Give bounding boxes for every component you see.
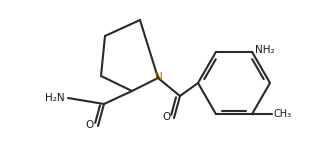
Text: NH₂: NH₂ <box>255 45 275 55</box>
Text: O: O <box>163 112 171 122</box>
Text: H₂N: H₂N <box>45 93 65 103</box>
Text: CH₃: CH₃ <box>274 109 292 119</box>
Text: N: N <box>155 72 163 82</box>
Text: O: O <box>86 120 94 130</box>
